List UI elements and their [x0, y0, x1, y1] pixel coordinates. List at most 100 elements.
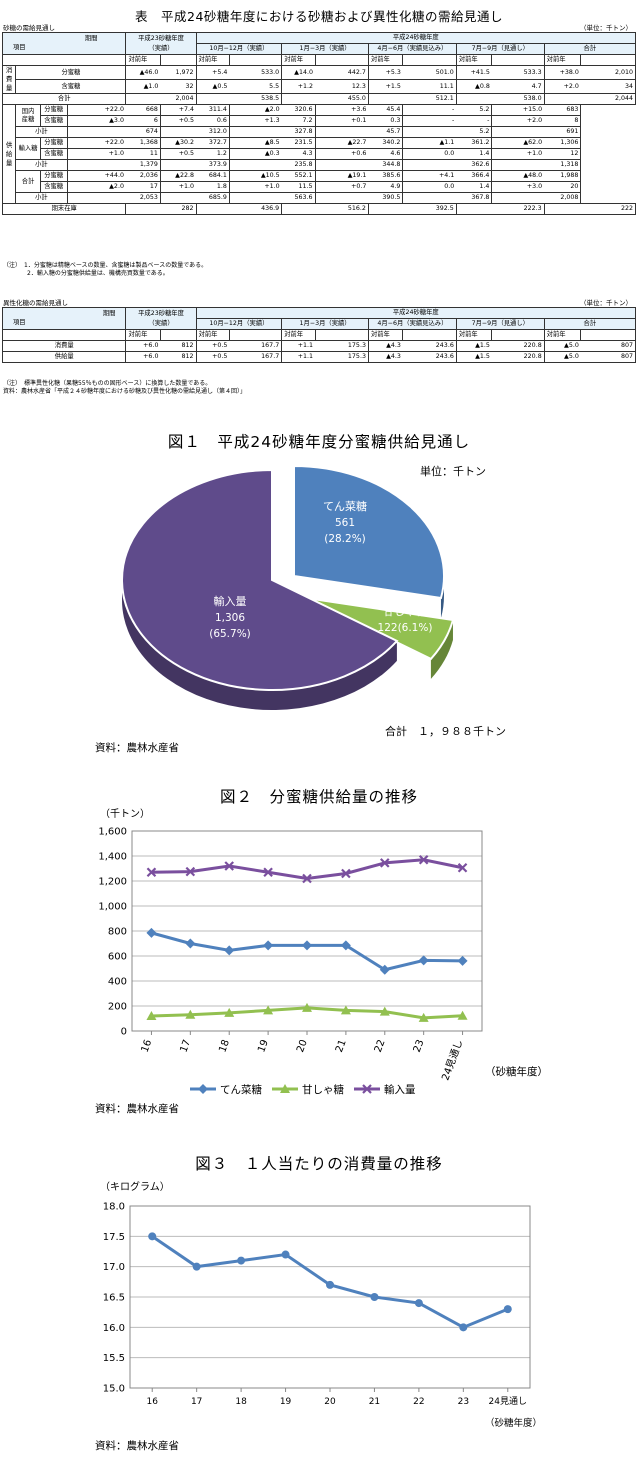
table2-h24-header: 平成24砂糖年度	[195, 307, 637, 319]
y-tick-label: 18.0	[103, 1202, 125, 1213]
data-value: 320.6	[281, 104, 316, 116]
yoy-value	[66, 192, 126, 204]
x-tick-label: 16	[140, 1038, 155, 1054]
yoy-value: -	[402, 104, 457, 116]
row-label: 含蜜糖	[39, 148, 68, 160]
pie-slice-name: てん菜糖	[323, 499, 367, 513]
data-value: 373.9	[196, 159, 230, 171]
data-value: 0.3	[368, 115, 404, 127]
yoy-value: +1.0	[66, 148, 126, 160]
data-point	[185, 938, 196, 949]
row-label: 消費量	[1, 340, 127, 352]
yoy-value: +38.0	[543, 65, 581, 80]
data-point	[503, 1305, 512, 1314]
x-tick-label: 18	[235, 1397, 247, 1407]
yoy-value: +22.0	[66, 137, 126, 149]
yoy-value: ▲22.8	[159, 170, 197, 182]
yoy-value: +5.3	[367, 65, 403, 80]
data-value: 312.0	[196, 126, 230, 138]
data-point	[185, 1009, 196, 1019]
data-value: 392.5	[402, 203, 457, 215]
period-header: 7月−9月（見通し）	[455, 318, 545, 330]
period-header: 4月−6月（実績見込み）	[367, 318, 457, 330]
yoy-value: ▲30.2	[159, 137, 197, 149]
y-tick-label: 400	[108, 977, 127, 988]
yoy-value: ▲19.1	[314, 170, 369, 182]
data-value: 807	[580, 340, 636, 352]
data-value: 0.6	[196, 115, 230, 127]
data-value: 1,306	[544, 137, 582, 149]
data-point	[457, 1010, 468, 1020]
yoy-value: +1.2	[281, 79, 316, 94]
data-value: 372.7	[196, 137, 230, 149]
yoy-value: +2.0	[543, 79, 581, 94]
yoy-label: 対前年	[281, 329, 316, 341]
data-value: 1.2	[196, 148, 230, 160]
yoy-value: ▲62.0	[491, 137, 545, 149]
series-line	[151, 858, 463, 881]
yoy-value	[491, 126, 545, 138]
data-point	[302, 1002, 312, 1012]
yoy-value: ▲22.7	[314, 137, 369, 149]
fig1-pie-chart: てん菜糖 561 (28.2%) 甘しゃ糖 122(6.1%) 輸入量 1,306 (65.7…	[121, 464, 455, 710]
data-point	[457, 862, 468, 873]
data-value: 1,988	[544, 170, 582, 182]
data-value: 552.1	[281, 170, 316, 182]
yoy-value: 0.0	[402, 181, 457, 193]
legend-label: 甘しゃ糖	[302, 1083, 344, 1096]
data-value: 533.3	[491, 65, 545, 80]
data-value: 231.5	[281, 137, 316, 149]
period-header: 10月−12月（実績）	[195, 43, 283, 55]
yoy-value	[367, 93, 403, 105]
data-value: 367.8	[456, 192, 493, 204]
data-point	[224, 861, 234, 871]
yoy-value: +0.5	[195, 351, 230, 363]
data-point	[379, 1006, 390, 1016]
yoy-label: 対前年	[455, 54, 493, 66]
yoy-value: ▲4.3	[367, 340, 403, 352]
yoy-label: 対前年	[367, 329, 404, 341]
yoy-value	[491, 192, 545, 204]
yoy-value	[314, 126, 369, 138]
table1-item-header: 項目	[13, 44, 26, 51]
yoy-value	[455, 93, 492, 105]
fig3-line-chart: 15.0 15.5 16.0 16.5 17.0 17.5 18.0 16 17 18 19 20 21…	[100, 1180, 542, 1429]
data-value: 34	[580, 79, 636, 94]
yoy-value: ▲10.5	[228, 170, 282, 182]
row-label: 分蜜糖	[15, 65, 127, 80]
yoy-label: 対前年	[543, 54, 582, 66]
table-row: 期末在庫 282 436.9 516.2 392.5 222.3 222	[1, 203, 636, 215]
yoy-value: ▲48.0	[491, 170, 545, 182]
period-header: 4月−6月（実績見込み）	[367, 43, 457, 55]
y-tick-label: 1,600	[98, 827, 127, 838]
data-point	[263, 867, 273, 878]
yoy-value	[125, 93, 161, 105]
yoy-value	[281, 93, 316, 105]
legend-label: てん菜糖	[220, 1083, 262, 1096]
data-value: 4.3	[281, 148, 316, 160]
table-row: 輸入糖 分蜜糖 +22.0 1,368 ▲30.2 372.7 ▲8.5 231.5 ▲22.7…	[3, 137, 636, 160]
data-point	[148, 1232, 157, 1241]
data-value: 512.1	[402, 93, 457, 105]
data-value: 222	[580, 203, 636, 215]
table-row: 含蜜糖 ▲3.0 6 +0.5 0.6 +1.3 7.2 +0.1 0.3- - +2.0 8	[3, 115, 636, 127]
legend-marker	[280, 1084, 290, 1093]
data-value: 344.8	[368, 159, 404, 171]
hfcs-supply-table: 期間 項目 平成23砂糖年度 （実績） 平成24砂糖年度 10月−12月（実績）…	[1, 307, 637, 363]
table2-item-header: 項目	[13, 319, 26, 326]
x-tick-label: 21	[334, 1038, 349, 1054]
yoy-value	[543, 93, 581, 105]
x-tick-label: 19	[256, 1038, 271, 1054]
data-value: 2,036	[125, 170, 161, 182]
x-tick-label: 24見通し	[489, 1396, 527, 1407]
x-axis-unit: （砂糖年度）	[485, 1065, 548, 1078]
data-value: 1,379	[125, 159, 161, 171]
data-point	[326, 1280, 334, 1289]
data-value: 4.7	[491, 79, 545, 94]
fig2-line-chart: 0 200 400 600 800 1,000 1,200 1,400 1,600 16 17 18 1…	[98, 808, 548, 1096]
subgroup-label: 輸入糖	[15, 137, 41, 160]
data-value: 455.0	[315, 93, 369, 105]
data-point	[414, 1299, 423, 1308]
data-point	[341, 868, 351, 879]
data-value: 563.6	[281, 192, 316, 204]
